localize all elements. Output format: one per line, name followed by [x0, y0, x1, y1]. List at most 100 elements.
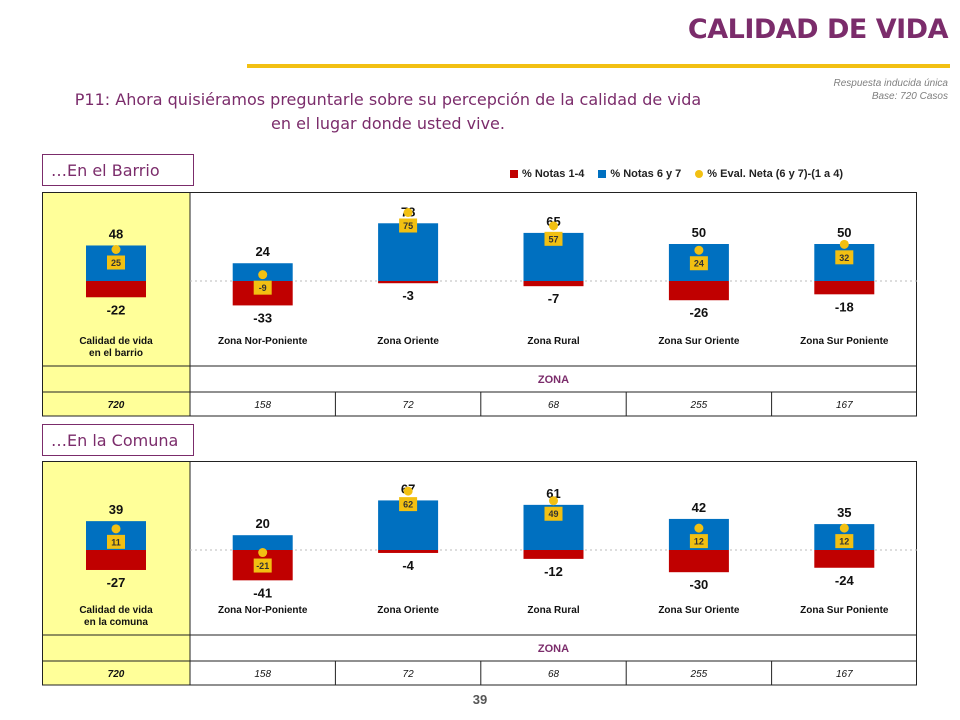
category-label: en el barrio — [89, 348, 143, 359]
legend-label: % Notas 1-4 — [522, 168, 585, 180]
data-label-negative: -22 — [107, 302, 126, 317]
base-count: 167 — [836, 400, 853, 411]
net-value-label: 12 — [839, 537, 849, 547]
data-label-positive: 48 — [109, 226, 123, 241]
bar-notas-1-4 — [523, 550, 584, 559]
section-label-barrio: …En el Barrio — [42, 154, 194, 186]
net-value-label: 12 — [694, 537, 704, 547]
net-value-label: -21 — [256, 561, 269, 571]
net-marker-dot — [694, 245, 704, 255]
data-label-negative: -4 — [402, 558, 414, 573]
bar-notas-6-7 — [232, 535, 293, 550]
category-label: Zona Rural — [527, 605, 579, 616]
bar-notas-1-4 — [378, 550, 439, 553]
data-label-negative: -33 — [253, 310, 272, 325]
data-label-positive: 42 — [692, 500, 706, 515]
data-label-negative: -26 — [690, 305, 709, 320]
chart-frame — [42, 192, 917, 417]
category-label: Zona Nor-Poniente — [218, 336, 308, 347]
bar-notas-1-4 — [814, 281, 875, 295]
base-count: 72 — [403, 400, 415, 411]
net-value-box — [253, 558, 272, 573]
net-value-box — [689, 534, 708, 549]
zona-group-label: ZONA — [538, 374, 569, 386]
net-value-label: 25 — [111, 258, 121, 268]
bar-notas-1-4 — [378, 281, 439, 284]
category-label: Calidad de vida — [79, 605, 153, 616]
legend-label: % Notas 6 y 7 — [610, 168, 682, 180]
legend-label: % Eval. Neta (6 y 7)-(1 a 4) — [707, 168, 844, 180]
net-value-box — [253, 280, 272, 295]
base-count: 167 — [836, 669, 853, 680]
response-base: Base: 720 Casos — [871, 91, 948, 102]
base-count: 720 — [108, 400, 125, 411]
net-marker-dot — [403, 208, 413, 217]
net-marker-dot — [549, 221, 558, 231]
net-marker-dot — [111, 245, 121, 254]
base-count: 68 — [548, 400, 560, 411]
question-line-2: en el lugar donde usted vive. — [271, 114, 505, 133]
question-line-1: P11: Ahora quisiéramos preguntarle sobre… — [74, 90, 702, 109]
net-value-label: 57 — [548, 234, 558, 244]
bar-notas-1-4 — [668, 550, 729, 573]
net-value-box — [107, 255, 125, 270]
section-label-comuna: …En la Comuna — [42, 424, 194, 456]
net-value-label: -9 — [259, 283, 267, 293]
bar-notas-1-4 — [86, 550, 146, 570]
base-count: 72 — [403, 669, 415, 680]
net-marker-dot — [839, 523, 849, 533]
data-label-negative: -30 — [690, 577, 709, 592]
bar-notas-1-4 — [86, 281, 146, 298]
page-number: 39 — [472, 692, 488, 707]
legend-dot-yellow — [695, 170, 704, 178]
net-value-box — [544, 506, 563, 521]
data-label-negative: -24 — [835, 573, 855, 588]
net-value-box — [835, 534, 854, 549]
title-underline — [247, 64, 950, 68]
net-value-box — [689, 256, 708, 271]
category-label: en la comuna — [84, 617, 148, 628]
category-label: Zona Sur Oriente — [658, 605, 740, 616]
net-value-label: 32 — [839, 253, 849, 263]
first-column-highlight — [42, 192, 190, 416]
legend-item-notas-1-4: % Notas 1-4 — [510, 168, 584, 180]
data-label-negative: -12 — [544, 564, 563, 579]
chart-legend: % Notas 1-4 % Notas 6 y 7 % Eval. Neta (… — [510, 168, 843, 180]
net-marker-dot — [111, 524, 121, 534]
net-value-box — [399, 218, 418, 233]
base-count: 255 — [690, 400, 708, 411]
legend-item-notas-6-7: % Notas 6 y 7 — [598, 168, 681, 180]
category-label: Zona Rural — [527, 336, 579, 347]
response-type: Respuesta inducida única — [833, 78, 948, 89]
net-marker-dot — [258, 270, 268, 280]
category-label: Zona Oriente — [377, 336, 439, 347]
data-label-positive: 20 — [255, 516, 269, 531]
data-label-positive: 24 — [255, 244, 270, 259]
base-count: 68 — [548, 669, 560, 680]
data-label-positive: 50 — [692, 225, 706, 240]
legend-swatch-red — [510, 170, 518, 178]
bar-notas-6-7 — [378, 223, 439, 281]
net-marker-dot — [694, 523, 704, 533]
net-value-label: 62 — [403, 500, 413, 510]
question-text: P11: Ahora quisiéramos preguntarle sobre… — [38, 88, 738, 136]
category-label: Zona Sur Oriente — [658, 336, 740, 347]
zona-group-label: ZONA — [538, 643, 569, 655]
bar-notas-1-4 — [668, 281, 729, 301]
bar-notas-1-4 — [814, 550, 875, 568]
net-value-box — [835, 250, 854, 265]
chart-frame — [42, 461, 917, 686]
data-label-positive: 61 — [546, 486, 560, 501]
net-value-label: 24 — [694, 259, 704, 269]
net-value-label: 49 — [548, 509, 558, 519]
net-value-label: 75 — [403, 221, 413, 231]
net-marker-dot — [839, 239, 849, 249]
bar-notas-1-4 — [523, 281, 584, 287]
base-count: 158 — [254, 669, 271, 680]
category-label: Zona Nor-Poniente — [218, 605, 308, 616]
data-label-positive: 50 — [837, 225, 851, 240]
net-value-box — [399, 497, 418, 512]
legend-swatch-blue — [598, 170, 607, 178]
